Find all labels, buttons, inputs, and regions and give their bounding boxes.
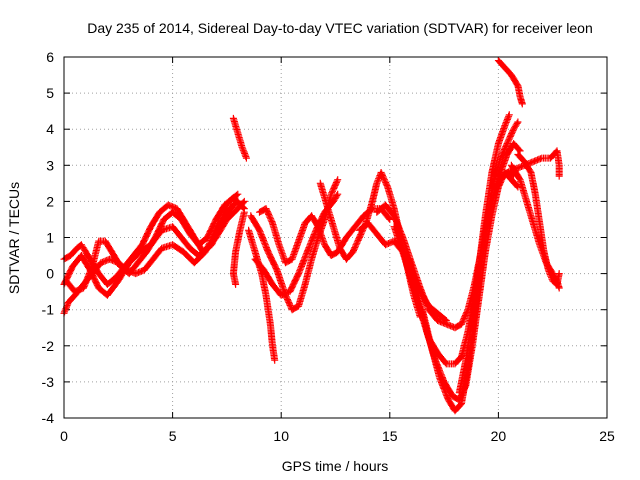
data-point-markers — [62, 194, 248, 296]
data-point-markers — [229, 114, 250, 162]
y-axis-label: SDTVAR / TECUs — [6, 182, 22, 294]
x-tick-label: 0 — [60, 428, 68, 444]
x-tick-label: 20 — [491, 428, 507, 444]
y-tick-label: 3 — [46, 157, 54, 173]
axis-layer: 0 5 10 15 20 25 -4 -3 -2 -1 0 1 2 3 4 5 6 — [42, 49, 615, 444]
y-tick-label: -4 — [42, 410, 55, 426]
x-tick-label: 10 — [273, 428, 289, 444]
data-point-markers — [229, 208, 248, 288]
x-tick-label: 5 — [169, 428, 177, 444]
marks-layer — [60, 57, 563, 415]
y-tick-label: -2 — [42, 338, 55, 354]
data-point-markers — [455, 111, 513, 397]
data-series-sat-d — [62, 194, 248, 296]
chart-title: Day 235 of 2014, Sidereal Day-to-day VTE… — [87, 20, 593, 36]
x-tick-label: 15 — [382, 428, 398, 444]
y-tick-label: 4 — [46, 121, 54, 137]
data-series-sat-q — [455, 111, 513, 397]
y-tick-label: 2 — [46, 193, 54, 209]
y-tick-label: -3 — [42, 374, 55, 390]
data-series-sat-f — [229, 208, 248, 288]
y-tick-label: -1 — [42, 302, 55, 318]
plot-frame — [63, 56, 608, 419]
y-tick-label: 6 — [46, 49, 54, 65]
data-series-sat-t — [514, 151, 563, 288]
y-tick-label: 0 — [46, 266, 54, 282]
data-point-markers — [514, 151, 563, 288]
data-point-markers — [494, 57, 526, 108]
y-tick-label: 5 — [46, 85, 54, 101]
y-tick-label: 1 — [46, 230, 54, 246]
data-series-sat-u — [494, 57, 526, 108]
x-axis-label: GPS time / hours — [282, 458, 389, 474]
x-tick-label: 25 — [599, 428, 615, 444]
data-series-sat-e — [229, 114, 250, 162]
